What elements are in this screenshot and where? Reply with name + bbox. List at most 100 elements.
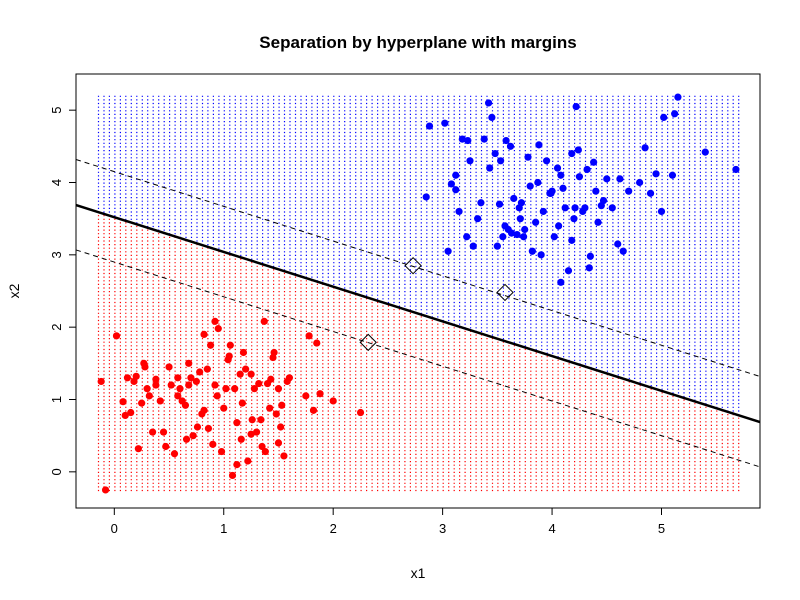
- support-vector-marker: [359, 333, 377, 352]
- data-point-series-1: [242, 365, 250, 373]
- data-point-series-2: [534, 178, 542, 187]
- data-point-series-1: [127, 408, 135, 417]
- data-point-series-2: [495, 200, 504, 208]
- data-point-series-2: [608, 204, 616, 212]
- data-point-series-1: [204, 424, 213, 433]
- x-tick-label: 5: [658, 521, 665, 536]
- data-point-series-2: [422, 193, 430, 201]
- data-point-series-2: [586, 252, 594, 260]
- data-point-series-1: [239, 348, 248, 357]
- data-point-series-1: [220, 404, 228, 412]
- data-point-series-1: [207, 341, 215, 349]
- data-point-series-2: [464, 136, 472, 145]
- decision-region-grid: [97, 95, 740, 492]
- data-point-series-2: [452, 186, 460, 194]
- data-point-series-1: [267, 375, 275, 383]
- data-point-series-1: [222, 385, 230, 393]
- x-tick-label: 1: [220, 521, 227, 536]
- data-point-series-1: [213, 392, 221, 400]
- x-tick-label: 2: [330, 521, 337, 536]
- data-point-series-1: [217, 447, 226, 456]
- y-tick-label: 4: [49, 179, 64, 186]
- region-dots-red: [97, 215, 740, 492]
- data-point-series-2: [732, 165, 740, 174]
- data-point-series-2: [458, 135, 466, 143]
- data-point-series-1: [247, 370, 255, 378]
- data-point-series-1: [266, 404, 274, 412]
- data-point-series-2: [526, 182, 534, 190]
- data-point-series-1: [132, 372, 140, 380]
- data-point-series-2: [516, 215, 524, 223]
- data-point-series-2: [557, 278, 565, 286]
- data-point-series-1: [231, 385, 239, 393]
- data-point-series-2: [636, 178, 644, 187]
- data-point-series-2: [599, 196, 608, 205]
- data-point-series-2: [441, 119, 449, 127]
- data-point-series-2: [484, 99, 493, 107]
- data-point-series-1: [162, 442, 170, 451]
- data-point-series-1: [189, 432, 197, 440]
- data-point-series-2: [474, 215, 482, 223]
- data-point-series-1: [280, 452, 288, 460]
- data-point-series-1: [123, 374, 132, 382]
- data-point-series-2: [513, 230, 521, 239]
- support-vectors: [359, 256, 514, 352]
- data-point-series-1: [257, 416, 265, 424]
- data-point-series-2: [555, 222, 563, 230]
- data-point-series-2: [594, 218, 602, 226]
- data-point-series-2: [583, 165, 591, 174]
- region-dots-blue: [97, 95, 740, 416]
- data-point-series-2: [590, 158, 598, 166]
- data-point-series-2: [568, 149, 576, 158]
- data-point-series-1: [112, 332, 121, 340]
- data-point-series-1: [185, 359, 193, 367]
- chart-title: Separation by hyperplane with margins: [259, 33, 576, 52]
- data-point-series-2: [646, 189, 655, 197]
- data-point-series-1: [149, 428, 157, 436]
- data-point-series-2: [614, 240, 622, 248]
- data-point-series-1: [209, 440, 217, 448]
- y-tick-label: 5: [49, 107, 64, 114]
- data-points: [97, 93, 740, 494]
- data-point-series-2: [532, 218, 540, 226]
- data-point-series-1: [211, 317, 219, 325]
- data-point-series-2: [520, 233, 528, 241]
- data-point-series-2: [521, 225, 529, 234]
- data-point-series-2: [572, 102, 580, 111]
- data-point-series-2: [603, 175, 611, 183]
- data-point-series-1: [193, 423, 202, 431]
- support-vector-marker: [404, 256, 422, 275]
- data-point-series-1: [270, 348, 278, 357]
- data-point-series-1: [203, 365, 211, 373]
- data-point-series-1: [196, 368, 204, 376]
- data-point-series-2: [452, 171, 460, 179]
- data-point-series-1: [159, 428, 168, 436]
- data-point-series-1: [274, 439, 283, 447]
- y-tick-label: 0: [49, 468, 64, 475]
- data-point-series-2: [574, 146, 582, 154]
- data-point-series-1: [305, 332, 313, 340]
- data-point-series-2: [553, 164, 562, 172]
- data-point-series-1: [97, 377, 105, 386]
- data-point-series-1: [138, 399, 146, 407]
- data-point-series-1: [272, 410, 280, 418]
- support-vector-marker: [496, 283, 514, 302]
- data-point-series-1: [278, 401, 286, 409]
- data-point-series-1: [238, 399, 246, 407]
- data-point-series-2: [524, 153, 532, 161]
- data-point-series-2: [480, 135, 488, 143]
- data-point-series-2: [535, 141, 543, 149]
- data-point-series-1: [134, 445, 142, 453]
- data-point-series-1: [274, 385, 283, 393]
- data-point-series-2: [488, 113, 496, 121]
- data-point-series-1: [187, 374, 195, 382]
- y-axis: 0 1 2 3 4 5: [49, 107, 77, 475]
- data-point-series-1: [152, 381, 160, 389]
- data-point-series-1: [167, 381, 175, 389]
- data-point-series-2: [668, 171, 677, 179]
- data-point-series-2: [455, 207, 463, 216]
- data-point-series-2: [491, 149, 499, 158]
- data-point-series-2: [528, 247, 536, 255]
